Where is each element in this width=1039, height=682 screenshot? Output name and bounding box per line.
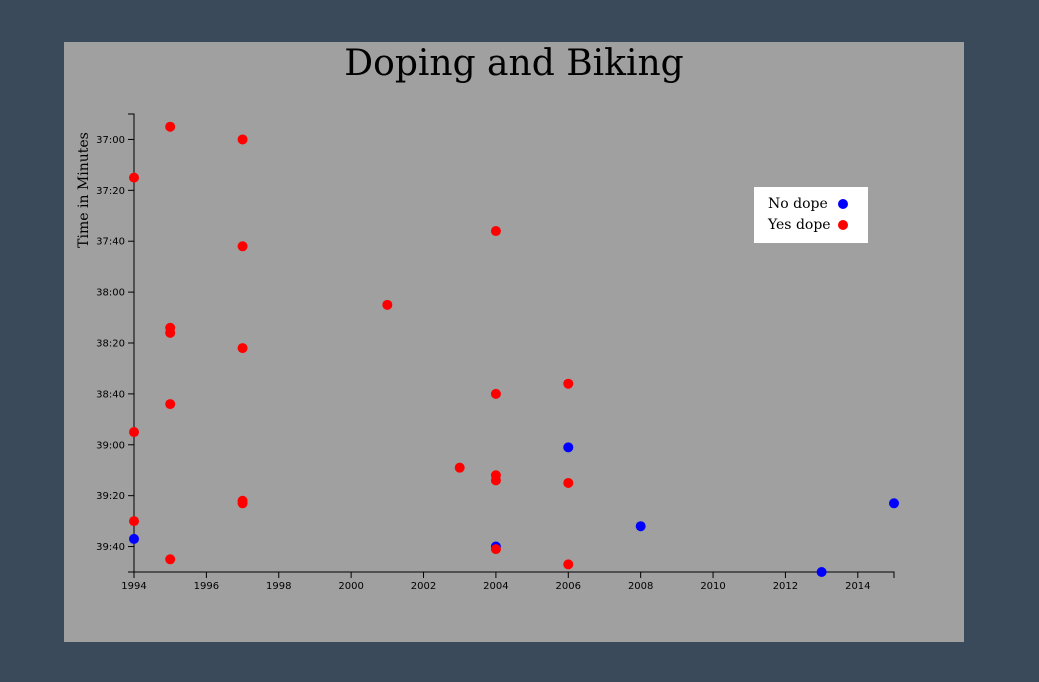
x-tick-label: 2006 <box>556 581 581 592</box>
data-point-yes-dope[interactable] <box>490 388 501 399</box>
x-tick-label: 1994 <box>121 581 146 592</box>
data-point-yes-dope[interactable] <box>490 226 501 237</box>
x-axis: 1994 1996 1998 2000 2002 2004 2006 2008 2010 2012… <box>121 571 895 592</box>
data-point-yes-dope[interactable] <box>237 498 248 509</box>
data-point-yes-dope[interactable] <box>165 327 176 338</box>
data-point-yes-dope[interactable] <box>165 554 176 565</box>
data-point-yes-dope[interactable] <box>165 121 176 132</box>
legend-swatch-yes-dope <box>838 219 848 230</box>
legend-swatch-no-dope <box>838 198 848 209</box>
chart-card: Doping and Biking 1994 1996 1998 2000 2002 20… <box>64 42 964 642</box>
data-point-yes-dope[interactable] <box>382 299 393 310</box>
legend-label-yes-dope: Yes dope <box>768 216 831 233</box>
data-point-no-dope[interactable] <box>635 521 646 532</box>
x-tick-label: 1998 <box>266 581 291 592</box>
x-tick-label: 2010 <box>700 581 725 592</box>
legend: No dope Yes dope <box>754 187 868 243</box>
y-tick-label: 37:20 <box>96 186 125 197</box>
data-point-no-dope[interactable] <box>563 442 574 453</box>
x-tick-label: 2004 <box>483 581 508 592</box>
x-tick-label: 2008 <box>628 581 653 592</box>
legend-item-yes-dope: Yes dope <box>768 214 868 235</box>
x-tick-label: 2002 <box>411 581 436 592</box>
data-point-yes-dope[interactable] <box>563 559 574 570</box>
y-tick-label: 38:20 <box>96 339 125 350</box>
data-point-yes-dope[interactable] <box>454 462 465 473</box>
data-point-yes-dope[interactable] <box>237 343 248 354</box>
y-tick-label: 37:00 <box>96 135 125 146</box>
x-tick-label: 2014 <box>845 581 870 592</box>
y-axis: 37:00 37:20 37:40 38:00 38:20 38:40 39:00 39:20… <box>96 113 135 573</box>
chart-title: Doping and Biking <box>344 43 684 84</box>
y-tick-label: 39:40 <box>96 542 125 553</box>
data-point-yes-dope[interactable] <box>129 516 139 527</box>
data-point-yes-dope[interactable] <box>563 378 574 389</box>
x-tick-label: 2000 <box>338 581 363 592</box>
y-tick-label: 38:00 <box>96 288 125 299</box>
data-point-yes-dope[interactable] <box>490 475 501 486</box>
data-point-yes-dope[interactable] <box>237 241 248 252</box>
data-points <box>129 121 899 577</box>
data-point-yes-dope[interactable] <box>129 172 139 183</box>
data-point-yes-dope[interactable] <box>237 134 248 145</box>
data-point-yes-dope[interactable] <box>490 544 501 555</box>
scatter-plot: 1994 1996 1998 2000 2002 2004 2006 2008 2010 2012… <box>76 113 899 592</box>
data-point-yes-dope[interactable] <box>165 399 176 410</box>
data-point-yes-dope[interactable] <box>129 427 139 438</box>
x-tick-label: 1996 <box>194 581 219 592</box>
legend-label-no-dope: No dope <box>768 195 828 212</box>
y-tick-label: 39:20 <box>96 491 125 502</box>
y-tick-label: 38:40 <box>96 389 125 400</box>
y-tick-label: 39:00 <box>96 440 125 451</box>
data-point-no-dope[interactable] <box>816 567 827 577</box>
y-tick-label: 37:40 <box>96 237 125 248</box>
legend-item-no-dope: No dope <box>768 193 868 214</box>
y-axis-label: Time in Minutes <box>76 132 92 248</box>
data-point-yes-dope[interactable] <box>563 477 574 488</box>
x-tick-label: 2012 <box>773 581 798 592</box>
data-point-no-dope[interactable] <box>889 498 899 509</box>
data-point-no-dope[interactable] <box>129 533 139 544</box>
x-axis-line <box>133 571 895 578</box>
